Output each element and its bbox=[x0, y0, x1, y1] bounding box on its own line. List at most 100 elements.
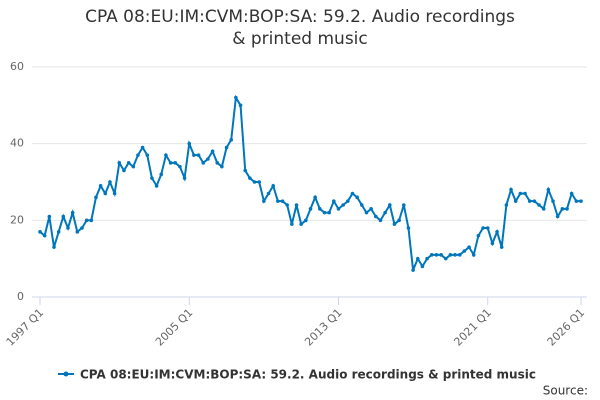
point bbox=[61, 214, 66, 219]
point bbox=[560, 207, 565, 211]
point bbox=[574, 199, 579, 203]
point bbox=[271, 184, 275, 188]
point bbox=[224, 145, 229, 150]
point bbox=[401, 203, 406, 207]
point bbox=[80, 226, 84, 230]
y-tick-label: 20 bbox=[10, 213, 24, 226]
point bbox=[360, 203, 364, 207]
point bbox=[551, 199, 555, 203]
point bbox=[182, 176, 187, 180]
point bbox=[532, 199, 537, 203]
point bbox=[392, 222, 397, 226]
point bbox=[122, 168, 126, 173]
point bbox=[94, 195, 98, 200]
point bbox=[220, 164, 224, 169]
point bbox=[383, 210, 387, 215]
point bbox=[285, 203, 289, 207]
point bbox=[518, 191, 523, 196]
y-tick-label: 60 bbox=[10, 60, 24, 73]
point bbox=[70, 210, 75, 215]
point bbox=[308, 207, 313, 211]
point bbox=[527, 199, 532, 203]
point bbox=[140, 145, 145, 150]
point bbox=[490, 241, 495, 246]
point bbox=[499, 245, 504, 249]
point bbox=[541, 207, 546, 211]
point bbox=[406, 226, 411, 230]
point bbox=[420, 264, 425, 269]
point bbox=[313, 195, 317, 200]
point bbox=[108, 180, 112, 184]
point bbox=[159, 172, 164, 177]
point bbox=[75, 230, 80, 234]
point bbox=[579, 199, 583, 203]
point bbox=[434, 253, 439, 257]
point bbox=[397, 218, 401, 223]
point bbox=[196, 153, 201, 157]
point bbox=[168, 161, 173, 165]
point bbox=[415, 256, 420, 261]
point bbox=[569, 191, 574, 196]
point bbox=[210, 149, 215, 154]
point bbox=[476, 233, 481, 238]
x-tick-label: 2026 Q1 bbox=[545, 306, 588, 349]
point bbox=[103, 191, 108, 196]
point bbox=[145, 153, 150, 157]
y-tick-label: 40 bbox=[10, 137, 24, 150]
point bbox=[252, 180, 257, 184]
point bbox=[341, 203, 345, 207]
point bbox=[425, 256, 429, 261]
x-tick-label: 2013 Q1 bbox=[302, 306, 345, 349]
x-tick-label: 2021 Q1 bbox=[451, 306, 494, 349]
point bbox=[126, 161, 131, 165]
point bbox=[448, 253, 453, 257]
point bbox=[485, 226, 490, 230]
point bbox=[471, 253, 476, 257]
point bbox=[378, 218, 383, 223]
point bbox=[66, 226, 70, 230]
point bbox=[164, 153, 168, 157]
point bbox=[439, 253, 443, 257]
point bbox=[457, 253, 462, 257]
point bbox=[411, 268, 415, 272]
point bbox=[234, 95, 238, 100]
point bbox=[243, 168, 248, 173]
point bbox=[276, 199, 280, 203]
point bbox=[294, 203, 299, 207]
point bbox=[565, 207, 569, 211]
series-line bbox=[39, 94, 581, 271]
point bbox=[280, 199, 285, 203]
point bbox=[136, 153, 140, 157]
point bbox=[304, 218, 308, 223]
point bbox=[248, 176, 252, 180]
point bbox=[150, 176, 154, 180]
source-label: Source: bbox=[543, 384, 588, 398]
point bbox=[332, 199, 336, 203]
point bbox=[112, 191, 117, 196]
y-tick-label: 0 bbox=[17, 290, 24, 303]
point bbox=[481, 226, 485, 230]
point bbox=[355, 195, 359, 200]
point bbox=[84, 218, 89, 223]
point bbox=[336, 207, 341, 211]
point bbox=[327, 210, 331, 215]
point bbox=[206, 157, 210, 161]
point bbox=[509, 187, 513, 192]
point bbox=[178, 164, 182, 169]
point bbox=[322, 210, 327, 215]
point bbox=[546, 187, 551, 192]
point bbox=[504, 203, 509, 207]
point bbox=[201, 161, 206, 165]
chart-title: CPA 08:EU:IM:CVM:BOP:SA: 59.2. Audio rec… bbox=[85, 7, 515, 49]
point bbox=[56, 230, 61, 234]
point bbox=[387, 203, 392, 207]
point bbox=[229, 138, 234, 142]
point bbox=[364, 210, 369, 215]
point bbox=[238, 103, 243, 108]
legend-label: CPA 08:EU:IM:CVM:BOP:SA: 59.2. Audio rec… bbox=[80, 368, 536, 382]
point bbox=[154, 184, 159, 188]
point bbox=[513, 199, 518, 203]
point bbox=[192, 153, 196, 157]
point bbox=[52, 245, 56, 249]
